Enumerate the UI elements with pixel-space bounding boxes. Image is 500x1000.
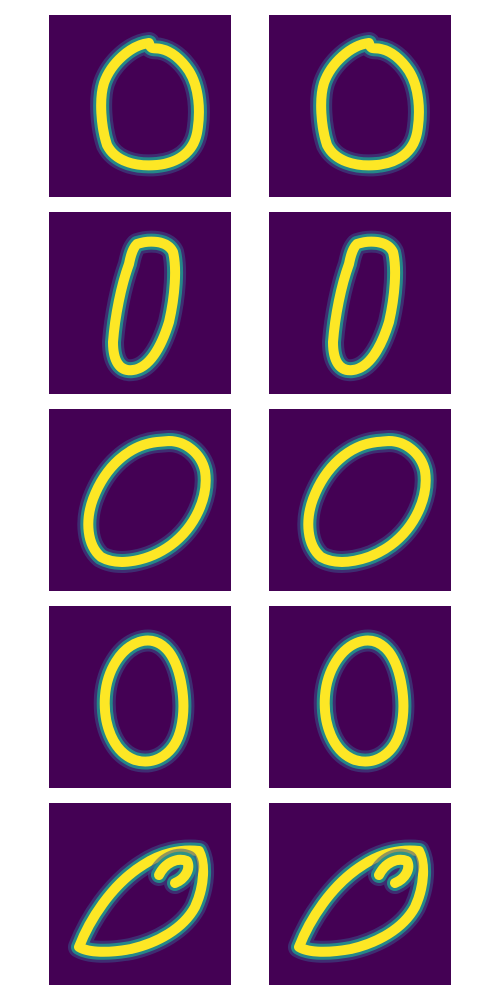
digit-stroke bbox=[310, 32, 430, 177]
digit-stroke bbox=[77, 430, 217, 573]
panel-row2-left bbox=[49, 212, 231, 394]
handwritten-zero-icon bbox=[269, 212, 451, 394]
panel-row3-right bbox=[269, 409, 451, 591]
panel-row5-left bbox=[49, 803, 231, 985]
handwritten-zero-icon bbox=[49, 606, 231, 788]
digit-stroke bbox=[313, 629, 415, 773]
panel-row3-left bbox=[49, 409, 231, 591]
digit-stroke bbox=[93, 629, 195, 773]
digit-stroke bbox=[90, 32, 210, 177]
panel-row1-right bbox=[269, 15, 451, 197]
panel-row5-right bbox=[269, 803, 451, 985]
digit-stroke bbox=[322, 230, 407, 382]
panel-row4-left bbox=[49, 606, 231, 788]
handwritten-zero-icon bbox=[49, 409, 231, 591]
handwritten-zero-icon bbox=[269, 803, 451, 985]
panel-row4-right bbox=[269, 606, 451, 788]
digit-stroke bbox=[297, 430, 437, 573]
panel-row1-left bbox=[49, 15, 231, 197]
handwritten-zero-icon bbox=[49, 15, 231, 197]
digit-stroke bbox=[68, 839, 215, 963]
handwritten-zero-icon bbox=[269, 606, 451, 788]
digit-stroke bbox=[102, 230, 187, 382]
panel-row2-right bbox=[269, 212, 451, 394]
handwritten-zero-icon bbox=[49, 212, 231, 394]
handwritten-zero-icon bbox=[49, 803, 231, 985]
digit-stroke bbox=[288, 839, 435, 963]
handwritten-zero-icon bbox=[269, 409, 451, 591]
handwritten-zero-icon bbox=[269, 15, 451, 197]
